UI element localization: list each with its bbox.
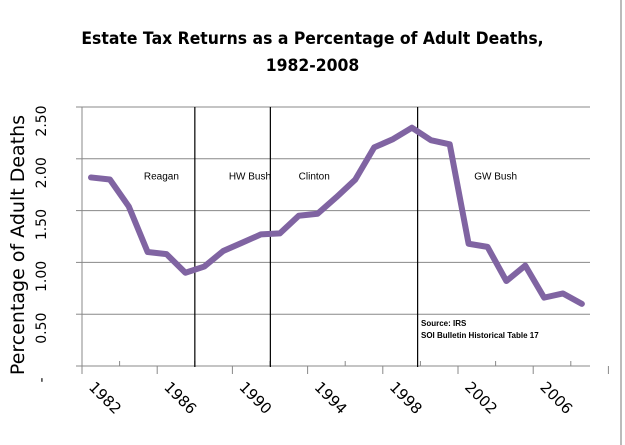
data-point [505,280,507,282]
data-point [562,292,564,294]
x-tick-label: 1998 [386,378,426,418]
data-point [90,176,92,178]
data-point [411,127,413,129]
data-point [128,205,130,207]
data-point [486,246,488,248]
data-point [581,303,583,305]
data-point [260,233,262,235]
chart-title-line-2: 1982-2008 [265,56,360,76]
source-note: SOI Bulletin Historical Table 17 [421,331,539,340]
data-point [449,143,451,145]
data-point [468,243,470,245]
data-point [166,253,168,255]
x-tick-label: 2002 [461,378,501,418]
x-tick-label: 1982 [85,378,125,418]
data-point [203,266,205,268]
data-point [109,179,111,181]
data-point [241,242,243,244]
y-tick-label: - [34,377,50,382]
data-point [184,272,186,274]
x-tick-label: 2006 [536,378,576,418]
data-point [335,196,337,198]
y-tick-label: 1.50 [34,209,50,240]
y-tick-label: 0.50 [34,313,50,344]
data-point [543,297,545,299]
data-point [430,139,432,141]
y-tick-label: 2.00 [34,157,50,188]
data-point [524,265,526,267]
y-axis-label: Percentage of Adult Deaths [7,115,29,375]
chart-title: Estate Tax Returns as a Percentage of Ad… [25,26,600,80]
data-point [317,213,319,215]
x-tick-label: 1994 [311,378,351,418]
data-point [147,251,149,253]
annotation-label: Clinton [299,171,330,182]
x-tick-label: 1986 [160,378,200,418]
data-point [298,215,300,217]
data-point [222,250,224,252]
x-tick-label: 1990 [236,378,276,418]
chart-title-line-1: Estate Tax Returns as a Percentage of Ad… [81,29,544,49]
annotation-label: GW Bush [474,171,517,182]
data-point [392,138,394,140]
y-tick-label: 1.00 [34,261,50,292]
chart-border [620,0,622,445]
y-tick-label: 2.50 [34,105,50,136]
data-point [279,232,281,234]
data-point [354,179,356,181]
source-note: Source: IRS [421,319,467,328]
annotation-label: Reagan [144,171,179,182]
annotation-label: HW Bush [229,171,271,182]
data-line [88,124,585,307]
data-point [373,146,375,148]
